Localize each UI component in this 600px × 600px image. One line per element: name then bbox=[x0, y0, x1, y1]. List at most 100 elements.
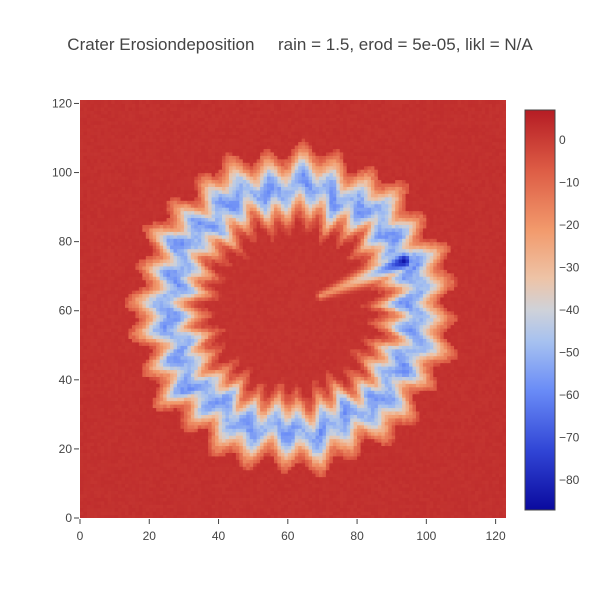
heatmap-cell bbox=[454, 504, 459, 509]
heatmap-cell bbox=[488, 462, 493, 467]
heatmap-cell bbox=[121, 514, 126, 518]
heatmap-cell bbox=[176, 379, 182, 384]
heatmap-cell bbox=[426, 469, 431, 474]
heatmap-cell bbox=[222, 469, 227, 474]
heatmap-cell bbox=[450, 445, 455, 450]
heatmap-cell bbox=[353, 476, 358, 481]
heatmap-cell bbox=[80, 379, 85, 384]
heatmap-cell bbox=[481, 397, 486, 402]
heatmap-cell bbox=[370, 379, 375, 384]
heatmap-cell bbox=[485, 452, 490, 457]
heatmap-cell bbox=[263, 383, 268, 388]
heatmap-cell bbox=[121, 397, 126, 402]
heatmap-cell bbox=[194, 414, 199, 419]
heatmap-cell bbox=[83, 435, 88, 440]
heatmap-cell bbox=[343, 383, 348, 388]
heatmap-cell bbox=[107, 500, 112, 505]
heatmap-cell bbox=[291, 511, 296, 516]
heatmap-cell bbox=[90, 397, 95, 402]
heatmap-cell bbox=[422, 435, 427, 440]
heatmap-cell bbox=[180, 428, 185, 433]
heatmap-cell bbox=[131, 428, 137, 433]
heatmap-cell bbox=[499, 466, 504, 471]
heatmap-cell bbox=[253, 476, 258, 481]
heatmap-cell bbox=[443, 431, 448, 436]
heatmap-cell bbox=[405, 414, 410, 419]
heatmap-cell bbox=[256, 445, 261, 450]
heatmap-cell bbox=[204, 431, 209, 436]
heatmap-cell bbox=[391, 417, 396, 422]
heatmap-cell bbox=[391, 504, 396, 509]
heatmap-cell bbox=[222, 445, 227, 450]
heatmap-cell bbox=[312, 435, 317, 440]
heatmap-cell bbox=[308, 462, 313, 467]
heatmap-cell bbox=[138, 504, 143, 509]
heatmap-cell bbox=[499, 386, 504, 391]
heatmap-cell bbox=[308, 486, 313, 491]
heatmap-cell bbox=[156, 490, 161, 495]
heatmap-cell bbox=[180, 442, 185, 447]
heatmap-cell bbox=[86, 507, 91, 512]
heatmap-cell bbox=[350, 459, 355, 464]
heatmap-cell bbox=[325, 493, 330, 498]
heatmap-cell bbox=[104, 376, 109, 381]
heatmap-cell bbox=[464, 493, 469, 498]
heatmap-cell bbox=[249, 390, 254, 395]
heatmap-cell bbox=[457, 483, 462, 488]
heatmap-cell bbox=[211, 511, 216, 516]
heatmap-cell bbox=[138, 469, 143, 474]
heatmap-cell bbox=[343, 493, 348, 498]
heatmap-cell bbox=[131, 397, 137, 402]
heatmap-cell bbox=[97, 438, 102, 443]
heatmap-cell bbox=[422, 455, 427, 460]
heatmap-cell bbox=[204, 497, 209, 502]
heatmap-cell bbox=[114, 421, 119, 426]
heatmap-cell bbox=[135, 504, 140, 509]
heatmap-cell bbox=[298, 473, 303, 478]
heatmap-cell bbox=[471, 386, 476, 391]
heatmap-cell bbox=[263, 379, 268, 384]
heatmap-cell bbox=[128, 424, 133, 429]
heatmap-cell bbox=[433, 410, 438, 415]
heatmap-cell bbox=[86, 424, 91, 429]
heatmap-cell bbox=[253, 414, 258, 419]
heatmap-cell bbox=[485, 397, 490, 402]
heatmap-cell bbox=[454, 428, 459, 433]
heatmap-cell bbox=[260, 410, 265, 415]
heatmap-cell bbox=[298, 376, 303, 381]
heatmap-cell bbox=[402, 393, 407, 398]
heatmap-cell bbox=[318, 459, 324, 464]
heatmap-cell bbox=[409, 504, 414, 509]
heatmap-cell bbox=[145, 383, 150, 388]
heatmap-cell bbox=[322, 376, 327, 381]
heatmap-cell bbox=[180, 390, 185, 395]
heatmap-cell bbox=[402, 511, 407, 516]
heatmap-cell bbox=[301, 421, 306, 426]
heatmap-cell bbox=[273, 486, 279, 491]
heatmap-cell bbox=[305, 417, 310, 422]
heatmap-cell bbox=[239, 473, 244, 478]
heatmap-cell bbox=[138, 407, 143, 412]
heatmap-cell bbox=[471, 390, 476, 395]
heatmap-cell bbox=[395, 438, 400, 443]
heatmap-cell bbox=[163, 417, 168, 422]
heatmap-cell bbox=[499, 404, 504, 409]
heatmap-cell bbox=[152, 376, 157, 381]
heatmap-cell bbox=[343, 400, 348, 405]
heatmap-cell bbox=[166, 462, 171, 467]
heatmap-cell bbox=[208, 431, 213, 436]
heatmap-cell bbox=[166, 393, 171, 398]
heatmap-cell bbox=[402, 386, 407, 391]
heatmap-cell bbox=[125, 393, 130, 398]
heatmap-cell bbox=[239, 483, 244, 488]
heatmap-cell bbox=[211, 414, 216, 419]
heatmap-cell bbox=[277, 448, 282, 453]
heatmap-cell bbox=[138, 500, 143, 505]
heatmap-cell bbox=[457, 459, 462, 464]
heatmap-cell bbox=[422, 514, 427, 518]
heatmap-cell bbox=[481, 459, 486, 464]
heatmap-cell bbox=[374, 404, 379, 409]
heatmap-cell bbox=[381, 428, 386, 433]
heatmap-cell bbox=[166, 480, 171, 485]
heatmap-cell bbox=[325, 431, 330, 436]
